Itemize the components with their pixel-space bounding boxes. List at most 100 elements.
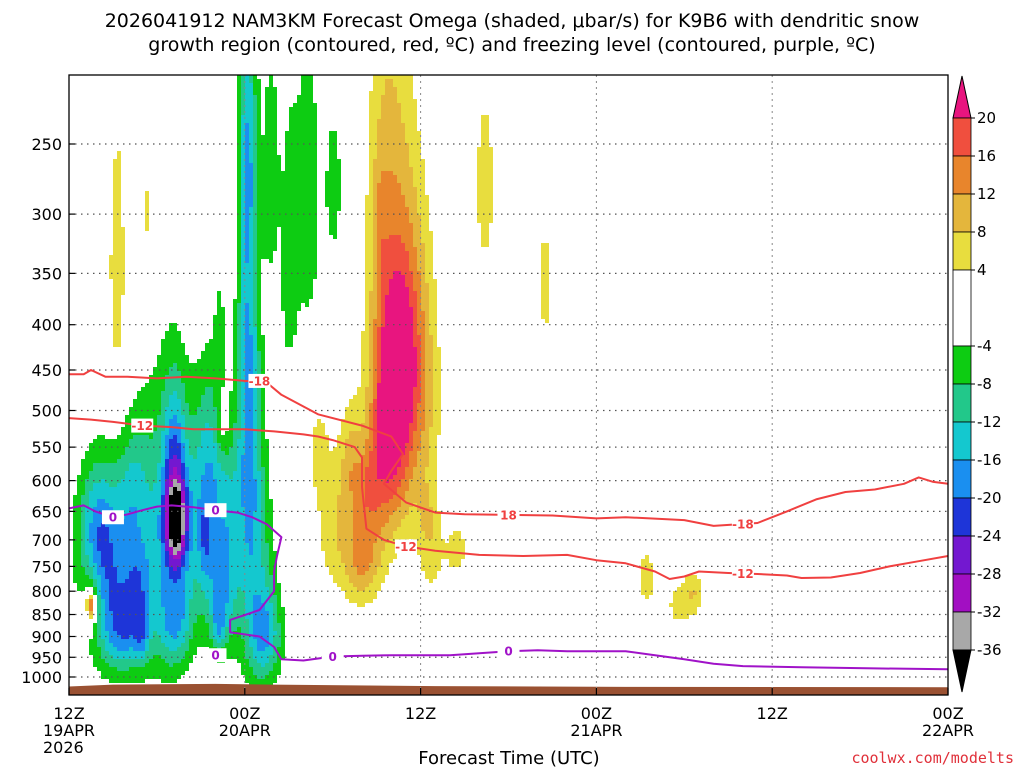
omega-cell <box>233 351 237 355</box>
omega-cell <box>157 439 161 443</box>
omega-cell <box>269 507 273 511</box>
omega-cell <box>133 679 137 683</box>
omega-cell <box>157 563 161 567</box>
omega-cell <box>77 499 81 503</box>
omega-cell <box>197 571 201 575</box>
omega-cell <box>113 239 117 243</box>
omega-cell <box>221 351 225 355</box>
omega-cell <box>177 331 181 335</box>
omega-cell <box>157 663 161 667</box>
omega-cell <box>253 235 257 239</box>
omega-cell <box>173 519 177 523</box>
omega-cell <box>217 491 221 495</box>
omega-cell <box>325 511 329 515</box>
omega-cell <box>105 599 109 603</box>
omega-cell <box>261 387 265 391</box>
omega-cell <box>309 123 313 127</box>
omega-cell <box>249 271 253 275</box>
omega-cell <box>181 523 185 527</box>
omega-cell <box>81 579 85 583</box>
omega-cell <box>273 635 277 639</box>
omega-cell <box>249 531 253 535</box>
omega-cell <box>173 383 177 387</box>
omega-cell <box>97 539 101 543</box>
omega-cell <box>221 535 225 539</box>
omega-cell <box>309 163 313 167</box>
omega-cell <box>209 583 213 587</box>
omega-cell <box>253 123 257 127</box>
omega-cell <box>177 363 181 367</box>
omega-cell <box>329 463 333 467</box>
omega-cell <box>321 423 325 427</box>
omega-cell <box>269 199 273 203</box>
omega-cell <box>305 291 309 295</box>
omega-cell <box>245 371 249 375</box>
omega-cell <box>273 555 277 559</box>
omega-cell <box>173 419 177 423</box>
omega-cell <box>197 447 201 451</box>
omega-cell <box>153 419 157 423</box>
omega-cell <box>129 415 133 419</box>
omega-cell <box>325 467 329 471</box>
omega-cell <box>217 611 221 615</box>
omega-cell <box>241 579 245 583</box>
omega-cell <box>205 403 209 407</box>
omega-cell <box>265 535 269 539</box>
omega-cell <box>193 583 197 587</box>
omega-cell <box>205 527 209 531</box>
omega-cell <box>325 559 329 563</box>
omega-cell <box>201 407 205 411</box>
omega-cell <box>293 315 297 319</box>
omega-cell <box>253 499 257 503</box>
omega-cell <box>137 663 141 667</box>
omega-cell <box>277 219 281 223</box>
omega-cell <box>105 451 109 455</box>
omega-cell <box>117 311 121 315</box>
omega-cell <box>237 211 241 215</box>
omega-cell <box>201 391 205 395</box>
omega-cell <box>197 627 201 631</box>
omega-cell <box>93 511 97 515</box>
omega-cell <box>197 555 201 559</box>
omega-cell <box>289 339 293 343</box>
omega-cell <box>281 611 285 615</box>
omega-cell <box>269 559 273 563</box>
omega-cell <box>109 491 113 495</box>
omega-cell <box>241 243 245 247</box>
omega-cell <box>277 187 281 191</box>
omega-cell <box>125 515 129 519</box>
omega-cell <box>245 175 249 179</box>
omega-cell <box>237 179 241 183</box>
omega-cell <box>261 195 265 199</box>
omega-cell <box>157 423 161 427</box>
omega-cell <box>185 659 189 663</box>
omega-cell <box>129 675 133 679</box>
omega-cell <box>333 143 337 147</box>
omega-cell <box>161 631 165 635</box>
omega-cell <box>241 239 245 243</box>
omega-cell <box>109 631 113 635</box>
omega-cell <box>149 623 153 627</box>
omega-cell <box>253 439 257 443</box>
omega-cell <box>181 475 185 479</box>
omega-cell <box>269 615 273 619</box>
omega-cell <box>221 579 225 583</box>
omega-cell <box>249 283 253 287</box>
omega-cell <box>97 567 101 571</box>
omega-cell <box>117 231 121 235</box>
omega-cell <box>265 667 269 671</box>
omega-cell <box>249 643 253 647</box>
omega-cell <box>281 207 285 211</box>
omega-cell <box>153 507 157 511</box>
omega-cell <box>301 83 305 87</box>
omega-cell <box>149 647 153 651</box>
omega-cell <box>157 579 161 583</box>
omega-cell <box>125 527 129 531</box>
omega-cell <box>125 547 129 551</box>
omega-cell <box>109 267 113 271</box>
omega-cell <box>273 107 277 111</box>
omega-cell <box>133 399 137 403</box>
omega-cell <box>257 259 261 263</box>
omega-cell <box>281 243 285 247</box>
omega-cell <box>193 623 197 627</box>
